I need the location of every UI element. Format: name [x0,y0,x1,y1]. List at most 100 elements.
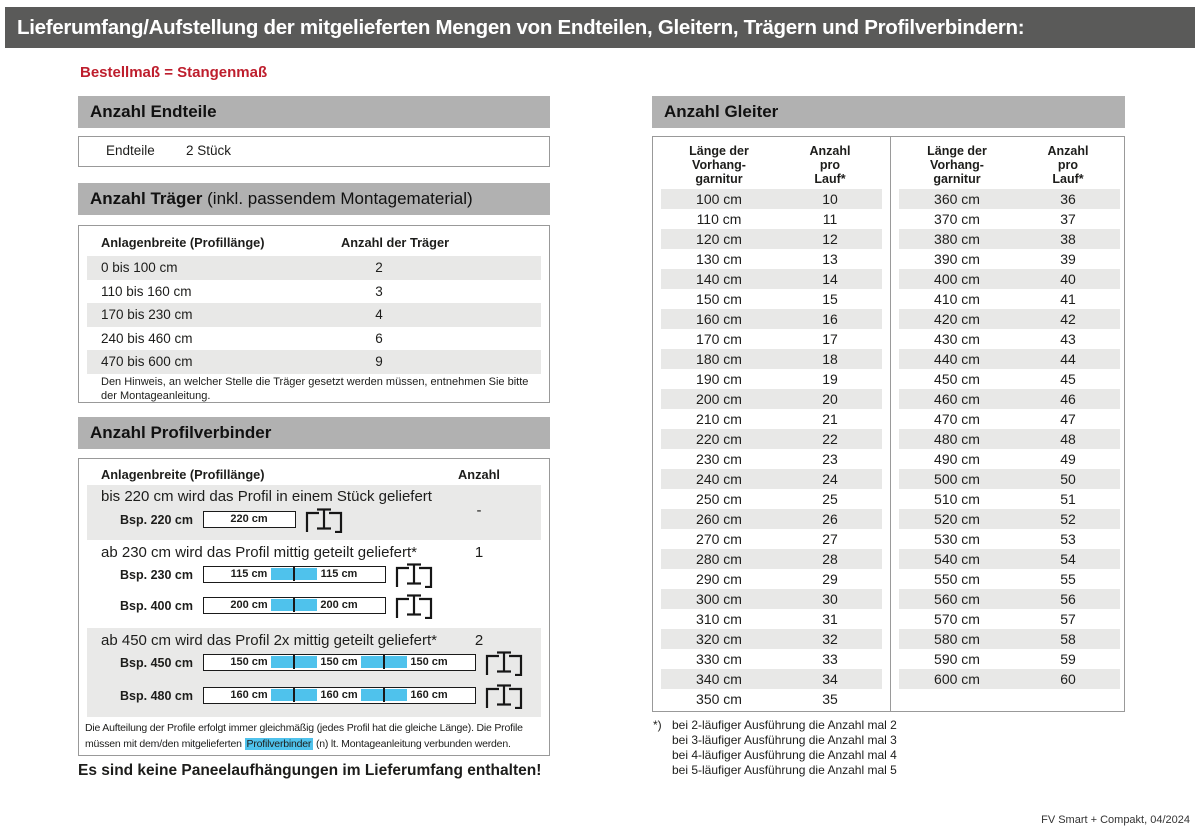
gleiter-cell-anzahl: 16 [822,311,838,327]
gleiter-cell-anzahl: 19 [822,371,838,387]
profile-bar: 115 cm 115 cm [203,566,386,583]
gleiter-cell-laenge: 350 cm [696,691,742,707]
gleiter-row: 190 cm 19 [653,369,890,389]
profile-example: Bsp. 230 cm 115 cm 115 cm [79,563,549,589]
gleiter-row: 570 cm 57 [891,609,1128,629]
profile-cross-section-icon [394,593,434,624]
gleiter-cell-laenge: 310 cm [696,611,742,627]
gleiter-cell-laenge: 450 cm [934,371,980,387]
gleiter-cell-laenge: 380 cm [934,231,980,247]
gleiter-cell-laenge: 270 cm [696,531,742,547]
profile-example-label: Bsp. 230 cm [120,568,193,582]
gleiter-row: 170 cm 17 [653,329,890,349]
gleiter-cell-anzahl: 47 [1060,411,1076,427]
traeger-note: Den Hinweis, an welcher Stelle die Träge… [101,376,529,402]
section-header-traeger: Anzahl Träger (inkl. passendem Montagema… [78,183,550,215]
gleiter-cell-anzahl: 43 [1060,331,1076,347]
gleiter-row: 370 cm 37 [891,209,1128,229]
gleiter-col-header-laenge: Länge der Vorhang- garnitur [689,144,749,186]
section-header-endteile: Anzahl Endteile [78,96,550,128]
traeger-row: 470 bis 600 cm 9 [79,350,549,374]
gleiter-cell-laenge: 150 cm [696,291,742,307]
gleiter-cell-laenge: 240 cm [696,471,742,487]
gleiter-cell-laenge: 520 cm [934,511,980,527]
profile-segment-label: 115 cm [230,568,268,580]
profilverbinder-col-header-anzahl: Anzahl [458,467,500,482]
profile-segment-label: 200 cm [320,599,358,611]
footnote-marker: *) [653,718,662,732]
gleiter-cell-laenge: 430 cm [934,331,980,347]
bottom-note: Es sind keine Paneelaufhängungen im Lief… [78,762,542,779]
profile-segment-label: 115 cm [320,568,358,580]
gleiter-cell-anzahl: 59 [1060,651,1076,667]
gleiter-cell-laenge: 530 cm [934,531,980,547]
gleiter-row: 260 cm 26 [653,509,890,529]
gleiter-cell-laenge: 190 cm [696,371,742,387]
gleiter-cell-laenge: 400 cm [934,271,980,287]
section-title-gleiter: Anzahl Gleiter [664,102,779,121]
gleiter-row: 250 cm 25 [653,489,890,509]
profilverbinder-row-anzahl: 2 [474,632,484,649]
gleiter-cell-laenge: 600 cm [934,671,980,687]
gleiter-table: Länge der Vorhang- garnitur Anzahl pro La… [652,136,1125,712]
gleiter-row: 100 cm 10 [653,189,890,209]
gleiter-cell-anzahl: 35 [822,691,838,707]
gleiter-row: 270 cm 27 [653,529,890,549]
traeger-row: 110 bis 160 cm 3 [79,280,549,304]
gleiter-cell-anzahl: 36 [1060,191,1076,207]
profilverbinder-row-text: bis 220 cm wird das Profil in einem Stüc… [101,488,432,505]
profile-cross-section-icon [304,507,344,538]
section-header-profilverbinder: Anzahl Profilverbinder [78,417,550,449]
gleiter-table-divider [890,137,891,711]
gleiter-cell-laenge: 470 cm [934,411,980,427]
profilverbinder-row-text: ab 230 cm wird das Profil mittig geteilt… [101,544,417,561]
gleiter-cell-anzahl: 24 [822,471,838,487]
section-title-traeger-suffix: (inkl. passendem Montagematerial) [202,189,473,208]
gleiter-row: 290 cm 29 [653,569,890,589]
footnote-line: bei 5-läufiger Ausführung die Anzahl mal… [672,763,897,777]
profilverbinder-note-line1: Die Aufteilung der Profile erfolgt immer… [85,722,523,734]
gleiter-cell-laenge: 440 cm [934,351,980,367]
gleiter-cell-laenge: 510 cm [934,491,980,507]
profilverbinder-note-line2-post: (n) lt. Montageanleitung verbunden werde… [313,737,511,750]
profile-cross-section-icon [484,650,524,681]
gleiter-cell-laenge: 410 cm [934,291,980,307]
gleiter-row: 410 cm 41 [891,289,1128,309]
section-title-traeger: Anzahl Träger [90,189,203,208]
profilverbinder-table: Anlagenbreite (Profillänge) Anzahl bis 2… [78,458,550,756]
endteile-label: Endteile [106,143,155,158]
gleiter-cell-anzahl: 25 [822,491,838,507]
gleiter-row: 150 cm 15 [653,289,890,309]
gleiter-cell-laenge: 280 cm [696,551,742,567]
gleiter-row: 120 cm 12 [653,229,890,249]
gleiter-cell-laenge: 100 cm [696,191,742,207]
traeger-row: 0 bis 100 cm 2 [79,256,549,280]
profile-joint-line [383,655,385,669]
profile-joint-line [293,567,295,581]
gleiter-cell-anzahl: 48 [1060,431,1076,447]
gleiter-cell-anzahl: 57 [1060,611,1076,627]
gleiter-row: 520 cm 52 [891,509,1128,529]
gleiter-cell-laenge: 300 cm [696,591,742,607]
gleiter-cell-anzahl: 17 [822,331,838,347]
traeger-cell-anzahl: 9 [375,354,383,369]
gleiter-row: 580 cm 58 [891,629,1128,649]
profile-example-label: Bsp. 220 cm [120,513,193,527]
profile-example: Bsp. 400 cm 200 cm 200 cm [79,594,549,620]
gleiter-row: 240 cm 24 [653,469,890,489]
gleiter-row: 450 cm 45 [891,369,1128,389]
gleiter-row: 550 cm 55 [891,569,1128,589]
profilverbinder-note-line2: müssen mit dem/den mitgelieferten Profil… [85,737,545,753]
profile-segment-label: 160 cm [410,689,448,701]
gleiter-row: 220 cm 22 [653,429,890,449]
gleiter-cell-laenge: 140 cm [696,271,742,287]
gleiter-cell-laenge: 230 cm [696,451,742,467]
traeger-cell-anzahl: 6 [375,330,383,346]
profile-segment-label: 150 cm [230,656,268,668]
gleiter-cell-anzahl: 11 [822,211,838,227]
gleiter-cell-laenge: 590 cm [934,651,980,667]
gleiter-cell-laenge: 160 cm [696,311,742,327]
gleiter-row: 340 cm 34 [653,669,890,689]
gleiter-cell-anzahl: 52 [1060,511,1076,527]
gleiter-cell-laenge: 330 cm [696,651,742,667]
